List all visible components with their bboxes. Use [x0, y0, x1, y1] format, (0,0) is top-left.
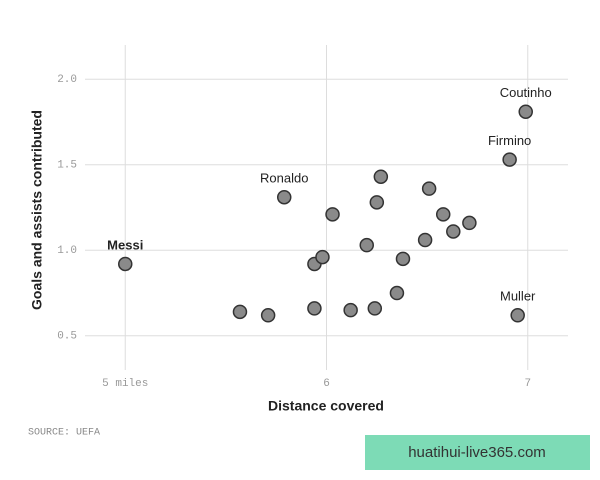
x-tick-label: 7	[524, 378, 531, 390]
point-label: Muller	[500, 289, 536, 304]
point	[232, 304, 248, 320]
point	[502, 152, 517, 167]
point	[518, 104, 533, 119]
source: SOURCE: UEFA	[28, 428, 100, 439]
point	[373, 169, 389, 184]
point-label: Firmino	[488, 133, 531, 148]
y-tick-label: 2.0	[57, 74, 77, 86]
y-axis-title: Goals and assists contributed	[29, 110, 45, 310]
y-tick-label: 0.5	[57, 331, 77, 343]
point	[417, 232, 433, 248]
y-tick-label: 1.5	[57, 160, 77, 172]
point	[510, 308, 525, 323]
point	[462, 215, 477, 231]
point	[395, 251, 411, 267]
point	[343, 302, 358, 318]
watermark-box	[365, 435, 590, 470]
point	[369, 195, 385, 210]
point	[367, 301, 383, 316]
point	[435, 207, 451, 222]
watermark: huatihui-live365.com	[408, 444, 546, 461]
point-label: Coutinho	[500, 85, 552, 100]
point	[307, 301, 322, 316]
x-tick-label: 6	[323, 378, 330, 390]
point	[421, 181, 437, 196]
point	[389, 285, 405, 301]
point	[118, 256, 133, 272]
point	[325, 207, 340, 222]
x-axis-title: Distance covered	[268, 398, 384, 414]
point	[359, 237, 374, 253]
y-tick-label: 1.0	[57, 245, 77, 257]
x-tick-label: 5 miles	[102, 378, 148, 390]
point	[315, 249, 330, 265]
point-label: Messi	[107, 237, 143, 252]
point-label: Ronaldo	[260, 171, 308, 186]
point	[446, 224, 461, 239]
point	[276, 189, 292, 205]
point	[260, 308, 276, 323]
